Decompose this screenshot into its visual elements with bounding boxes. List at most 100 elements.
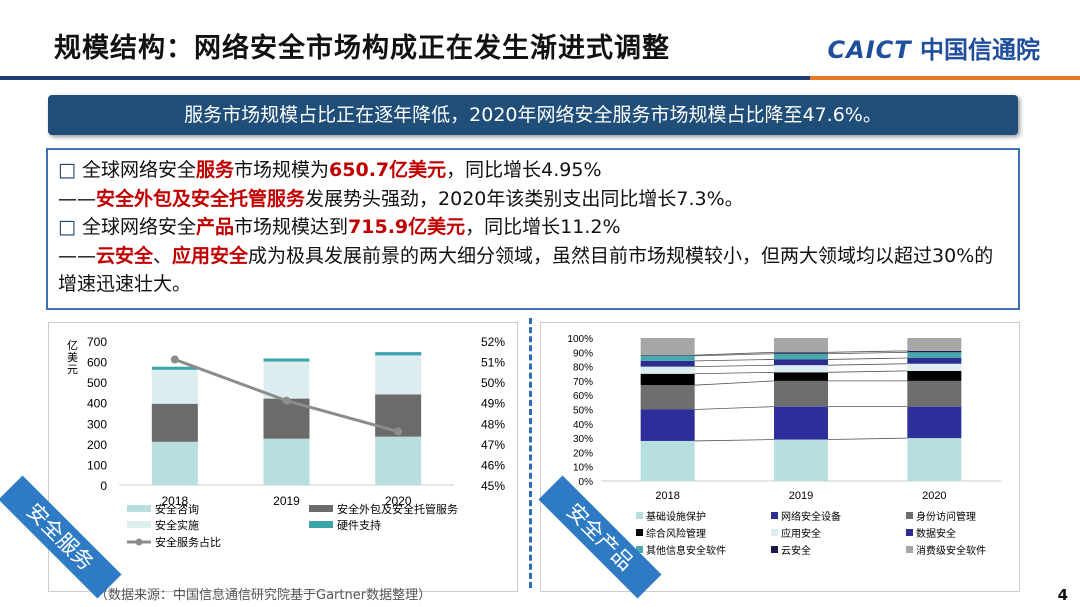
bar-segment <box>640 355 695 361</box>
bar-segment <box>640 338 695 356</box>
y-tick-label: 100 <box>87 458 107 472</box>
bar-segment <box>774 338 828 353</box>
series-line <box>827 437 908 440</box>
legend-label: 基础设施保护 <box>646 510 706 523</box>
y2-tick-label: 51% <box>481 356 505 370</box>
bar-segment <box>907 380 962 407</box>
x-tick-label: 2020 <box>385 494 412 508</box>
bar-segment <box>774 365 828 373</box>
y2-tick-label: 52% <box>481 335 505 349</box>
y2-tick-label: 45% <box>481 479 505 493</box>
legend-label: 网络安全设备 <box>781 510 841 523</box>
y-tick-label: 50% <box>573 406 593 417</box>
bar-segment <box>151 366 198 370</box>
y-tick-label: 300 <box>87 417 107 431</box>
legend-label: 应用安全 <box>781 527 821 540</box>
y-tick-label: 80% <box>573 363 593 374</box>
bar-segment <box>640 355 695 356</box>
bar-segment <box>774 380 828 407</box>
y-tick-label: 200 <box>87 438 107 452</box>
bar-segment <box>640 373 695 386</box>
page-number: 4 <box>1057 586 1068 604</box>
bullet-services: □ 全球网络安全服务市场规模为650.7亿美元，同比增长4.95% <box>58 159 602 181</box>
legend-swatch <box>309 505 333 512</box>
legend-swatch <box>636 546 643 553</box>
y2-tick-label: 47% <box>481 438 505 452</box>
y-tick-label: 10% <box>573 463 593 474</box>
bullet-products: □ 全球网络安全产品市场规模达到715.9亿美元，同比增长11.2% <box>58 216 621 238</box>
series-line <box>694 364 775 367</box>
y-tick-label: 90% <box>573 348 593 359</box>
bar-segment <box>640 385 695 410</box>
bar-segment <box>774 352 828 354</box>
series-line <box>827 370 908 373</box>
y2-tick-label: 49% <box>481 397 505 411</box>
legend-label: 数据安全 <box>916 527 956 540</box>
legend-label: 身份访问管理 <box>916 510 976 523</box>
bar-segment <box>263 438 310 485</box>
bullet-products-detail: ——云安全、应用安全成为极具发展前景的两大细分领域，虽然目前市场规模较小，但两大… <box>58 244 994 296</box>
y-tick-label: 30% <box>573 434 593 445</box>
key-points-box: □ 全球网络安全服务市场规模为650.7亿美元，同比增长4.95% ——安全外包… <box>46 148 1020 310</box>
bar-segment <box>151 441 198 485</box>
legend-label: 硬件支持 <box>337 518 381 532</box>
y-axis-label: 元 <box>67 364 78 376</box>
legend-swatch <box>771 529 778 536</box>
services-chart: 0 100 200 300 400 500 600 700 45% 46% 47% 48% 49% 50%… <box>67 335 505 549</box>
legend-swatch <box>636 512 643 519</box>
legend-swatch <box>771 512 778 519</box>
x-tick-label: 2019 <box>789 490 813 502</box>
y-tick-label: 500 <box>87 376 107 390</box>
y2-tick-label: 48% <box>481 417 505 431</box>
legend-label: 安全外包及安全托管服务 <box>337 502 458 516</box>
share-point <box>170 355 179 364</box>
bar-segment <box>640 409 695 441</box>
data-source: （数据来源：中国信息通信研究院基于Gartner数据整理） <box>95 588 432 603</box>
y-tick-label: 400 <box>87 397 107 411</box>
legend-label: 云安全 <box>781 544 811 557</box>
legend-swatch <box>906 512 913 519</box>
bar-segment <box>640 440 695 481</box>
products-chart: 0% 10% 20% 30% 40% 50% 60% 70% 80% 90% 100% 2018 201… <box>567 334 1001 557</box>
share-point <box>394 427 403 436</box>
y-tick-label: 20% <box>573 448 593 459</box>
series-line <box>827 351 908 355</box>
x-tick-label: 2019 <box>273 494 300 508</box>
bar-segment <box>907 406 962 439</box>
y-axis-label: 亿 <box>67 339 78 352</box>
series-line <box>694 439 775 442</box>
header-divider <box>0 76 1080 80</box>
series-line <box>694 359 775 362</box>
legend-swatch <box>127 521 151 528</box>
legend-swatch <box>127 505 151 512</box>
bar-segment <box>907 363 962 371</box>
series-line <box>827 350 908 353</box>
y2-tick-label: 46% <box>481 458 505 472</box>
bar-segment <box>375 352 422 356</box>
x-tick-label: 2020 <box>922 490 946 502</box>
y-tick-label: 60% <box>573 391 593 402</box>
bar-segment <box>263 361 310 399</box>
bar-segment <box>907 358 962 364</box>
bullet-services-detail: ——安全外包及安全托管服务发展势头强劲，2020年该类别支出同比增长7.3%。 <box>58 187 744 210</box>
series-line <box>827 363 908 366</box>
x-tick-label: 2018 <box>655 490 679 502</box>
series-line <box>694 406 775 410</box>
services-chart-panel: 0 100 200 300 400 500 600 700 45% 46% 47% 48% 49% 50%… <box>48 322 518 592</box>
series-line <box>694 351 775 356</box>
bar-segment <box>375 436 422 485</box>
share-point <box>282 396 291 405</box>
bar-segment <box>907 350 962 353</box>
y-tick-label: 70% <box>573 377 593 388</box>
y-tick-label: 700 <box>87 335 107 349</box>
x-tick-label: 2018 <box>161 494 188 508</box>
bar-segment <box>375 355 422 395</box>
panel-separator <box>529 318 532 588</box>
bar-segment <box>151 369 198 404</box>
page-title: 规模结构：网络安全市场构成正在发生渐进式调整 <box>54 33 670 64</box>
bar-segment <box>774 372 828 381</box>
bar-segment <box>640 360 695 367</box>
bar-segment <box>263 358 310 362</box>
legend-label: 其他信息安全软件 <box>646 544 726 557</box>
legend-swatch <box>771 546 778 553</box>
